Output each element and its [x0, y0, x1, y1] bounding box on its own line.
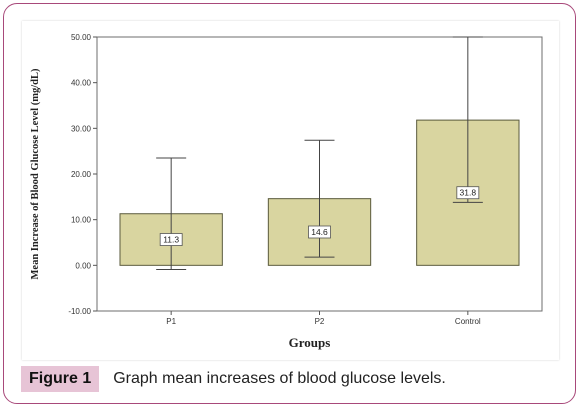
figure-caption: Figure 1 Graph mean increases of blood g…: [21, 366, 446, 392]
data-label: 11.3: [163, 235, 179, 245]
x-axis-label: Groups: [289, 335, 331, 350]
data-label: 14.6: [311, 227, 328, 237]
y-axis: -10.00 0.00 10.00 20.00 30.00 40.00 50.00: [68, 33, 97, 316]
data-label-box: [456, 186, 480, 200]
y-tick-label: 30.00: [71, 124, 92, 133]
y-tick-label: 20.00: [71, 170, 92, 179]
figure-number-badge: Figure 1: [21, 366, 100, 392]
x-tick-label: P2: [315, 317, 325, 326]
caption-text: Graph mean increases of blood glucose le…: [113, 370, 446, 387]
y-tick-label: 40.00: [71, 79, 92, 88]
data-label: 31.8: [460, 188, 477, 198]
y-tick-label: 10.00: [71, 216, 92, 225]
y-tick-label: 50.00: [71, 33, 92, 42]
y-axis-label: Mean Increase of Blood Glucose Level (mg…: [30, 68, 41, 279]
chart-panel: -10.00 0.00 10.00 20.00 30.00 40.00 50.00 P1 P2…: [22, 21, 559, 360]
x-axis: P1 P2 Control: [166, 311, 481, 326]
error-bars: [156, 36, 483, 270]
data-label-box: [159, 233, 183, 246]
x-tick-label: Control: [455, 317, 481, 326]
data-label-box: [308, 225, 331, 239]
y-tick-label: -10.00: [68, 307, 91, 316]
y-tick-label: 0.00: [75, 261, 91, 270]
data-labels: 11.3 14.6 31.8: [159, 186, 480, 246]
x-tick-label: P1: [166, 317, 176, 326]
bar-chart: -10.00 0.00 10.00 20.00 30.00 40.00 50.00 P1 P2…: [30, 33, 543, 350]
